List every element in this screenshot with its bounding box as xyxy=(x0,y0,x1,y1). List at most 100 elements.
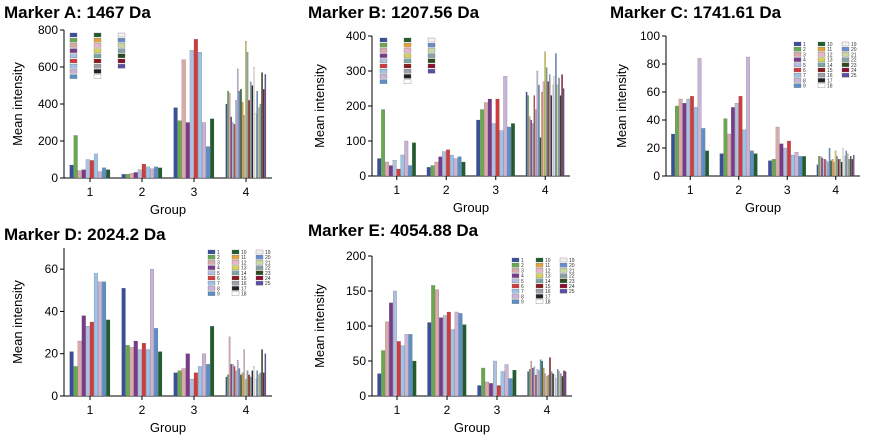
bar-group4-series10 xyxy=(240,89,242,179)
legend-swatch-2 xyxy=(511,263,520,268)
bar-group4-series21 xyxy=(556,84,559,177)
legend-label-20: 20 xyxy=(569,263,575,269)
legend-swatch-17 xyxy=(231,286,240,291)
legend-label-2: 2 xyxy=(803,47,806,53)
bar-group4-series9 xyxy=(539,359,542,397)
legend-swatch-23 xyxy=(427,58,436,63)
x-axis-label: Group xyxy=(453,200,489,215)
bar-group2-series6 xyxy=(141,343,146,397)
legend-label-18: 18 xyxy=(827,84,833,90)
bar-group4-series25 xyxy=(264,74,267,179)
legend-swatch-18 xyxy=(93,74,102,79)
bar-group2-series7 xyxy=(145,166,150,179)
bar-group2-series6 xyxy=(446,311,451,397)
legend-swatch-9 xyxy=(793,83,802,88)
legend-swatch-6 xyxy=(379,63,388,69)
legend: 1234567891011121314151617181920212223242… xyxy=(793,41,857,90)
bar-group2-series5 xyxy=(734,103,739,177)
bar-group2-series1 xyxy=(121,288,126,397)
bar-group4-series7 xyxy=(535,109,537,177)
chart-title: Marker A: 1467 Da xyxy=(4,3,151,22)
bar-group4-series20 xyxy=(256,90,258,179)
bar-group4-series7 xyxy=(235,100,237,179)
legend-swatch-10 xyxy=(93,32,102,38)
legend-swatch-23 xyxy=(255,270,264,275)
bar-group3-series1 xyxy=(768,160,772,177)
bar-group2-series8 xyxy=(746,56,750,177)
legend-swatch-14 xyxy=(93,53,102,58)
bar-group4-series18 xyxy=(253,366,255,397)
bar-group3-series1 xyxy=(476,119,481,177)
x-tick-label: 3 xyxy=(494,403,501,417)
bar-group4-series7 xyxy=(536,369,539,397)
bar-group3-series2 xyxy=(772,159,776,177)
legend-swatch-2 xyxy=(793,47,802,52)
bar-group2-series9 xyxy=(154,328,159,397)
legend-swatch-15 xyxy=(231,275,240,281)
bar-group1-series8 xyxy=(404,334,409,397)
bar-group1-series6 xyxy=(690,96,694,177)
legend-label-3: 3 xyxy=(803,52,806,58)
bar-group4-series15 xyxy=(248,100,250,179)
bar-group4-series10 xyxy=(830,160,832,177)
bar-group4-series17 xyxy=(251,370,254,397)
bar-group1-series6 xyxy=(396,341,401,397)
bar-group4-series16 xyxy=(550,371,553,397)
legend-swatch-18 xyxy=(817,83,826,88)
x-tick-label: 4 xyxy=(544,403,551,417)
bar-group3-series4 xyxy=(487,98,492,177)
bar-group1-series5 xyxy=(686,98,691,177)
y-tick-label: 80 xyxy=(647,57,661,71)
bar-group1-series5 xyxy=(85,159,90,179)
bar-group1-series1 xyxy=(377,158,382,177)
bar-group3-series6 xyxy=(787,140,791,177)
bar-group3-series10 xyxy=(210,326,215,397)
bar-group4-series17 xyxy=(552,373,554,397)
y-tick-label: 0 xyxy=(653,169,660,183)
legend-swatch-12 xyxy=(817,52,826,57)
bar-group4-series2 xyxy=(527,95,529,177)
legend-swatch-13 xyxy=(403,53,412,58)
legend-swatch-14 xyxy=(231,270,240,275)
bar-group3-series9 xyxy=(508,378,513,397)
legend-label-20: 20 xyxy=(265,255,271,261)
legend-label-17: 17 xyxy=(545,294,551,300)
legend-swatch-1 xyxy=(207,249,216,255)
legend-swatch-24 xyxy=(559,283,568,289)
bar-group4-series20 xyxy=(256,370,258,397)
legend-swatch-13 xyxy=(817,57,826,62)
legend-swatch-24 xyxy=(841,67,850,73)
bar-group4-series8 xyxy=(536,70,539,177)
bar-group3-series10 xyxy=(511,123,515,177)
bar-group4-series17 xyxy=(550,95,552,177)
legend-label-13: 13 xyxy=(545,274,551,280)
x-tick-label: 4 xyxy=(832,183,839,197)
x-tick-label: 2 xyxy=(444,403,451,417)
legend-label-4: 4 xyxy=(217,266,220,272)
bar-group4-series16 xyxy=(549,74,551,177)
legend-swatch-17 xyxy=(403,74,412,79)
legend-swatch-18 xyxy=(231,291,240,296)
bar-group2-series10 xyxy=(753,153,758,177)
legend-swatch-8 xyxy=(511,294,520,299)
legend-label-14: 14 xyxy=(545,279,551,285)
bar-group4-series2 xyxy=(227,90,229,179)
legend-label-12: 12 xyxy=(827,52,833,58)
bar-group4-series3 xyxy=(819,156,822,177)
legend-label-22: 22 xyxy=(265,266,271,272)
y-tick-label: 60 xyxy=(647,85,661,99)
legend-label-21: 21 xyxy=(851,52,857,58)
bar-group4-series13 xyxy=(245,40,247,179)
legend-label-15: 15 xyxy=(241,276,247,282)
legend-label-12: 12 xyxy=(545,268,551,274)
legend xyxy=(69,32,126,79)
x-tick-label: 4 xyxy=(243,185,250,199)
bar-group4-series13 xyxy=(245,378,247,397)
legend-swatch-3 xyxy=(69,43,78,48)
bar-group4-series23 xyxy=(261,349,263,397)
legend-swatch-7 xyxy=(69,64,78,69)
bar-group4-series5 xyxy=(232,364,234,397)
chart-title: Marker B: 1207.56 Da xyxy=(308,3,480,22)
bar-group4-series3 xyxy=(228,336,231,397)
bar-group4-series9 xyxy=(238,368,241,397)
